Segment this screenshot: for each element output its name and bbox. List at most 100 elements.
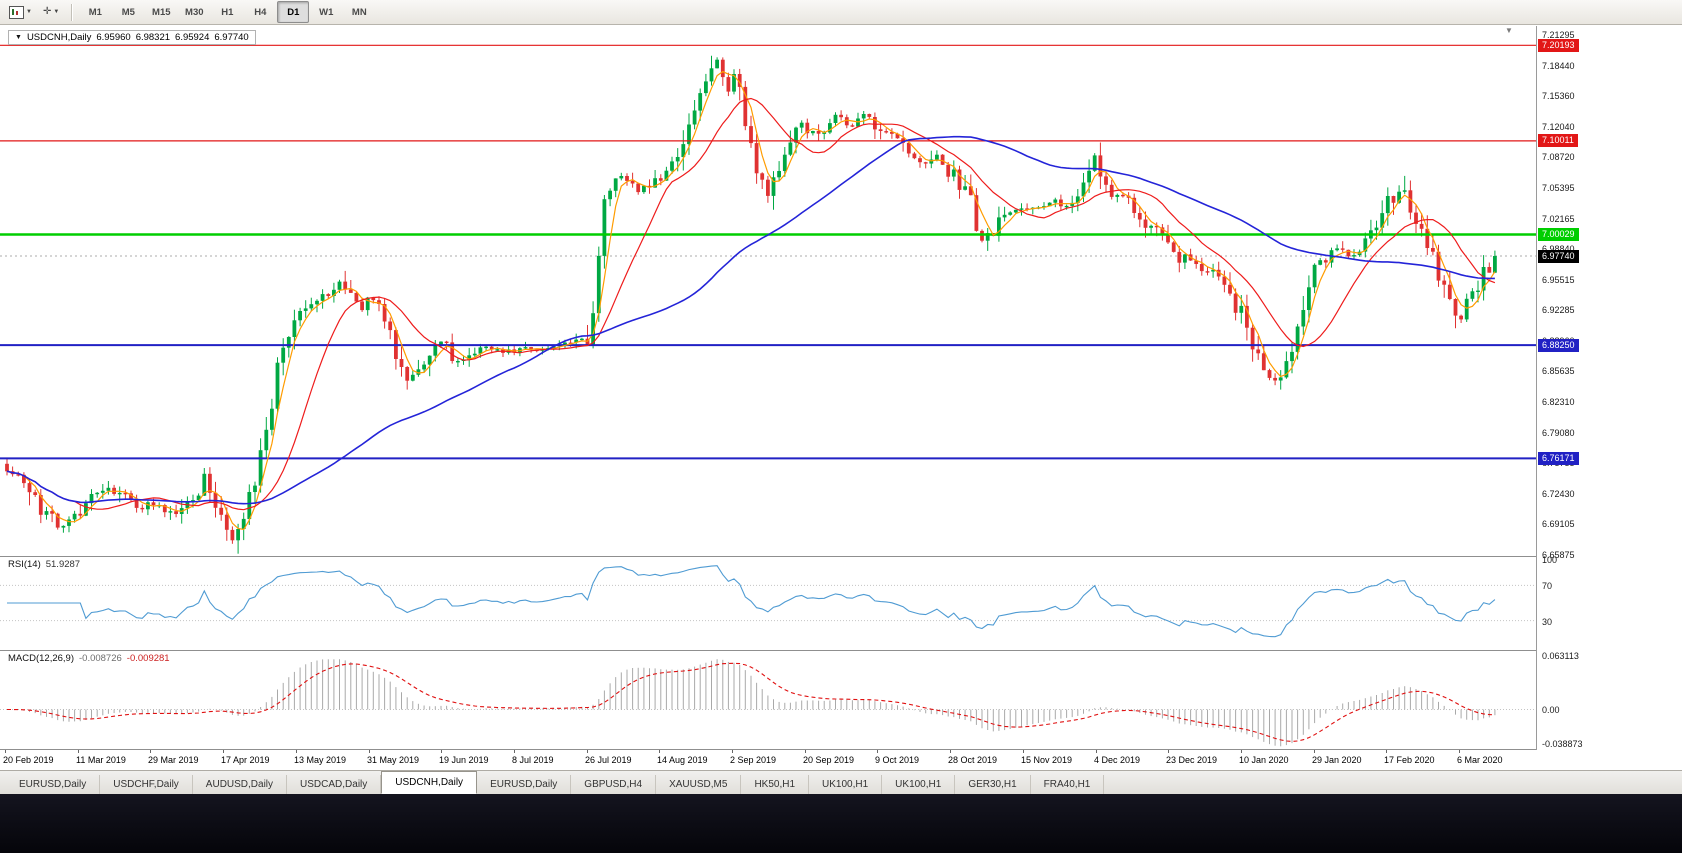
date-tick [78,750,79,753]
price-axis-label: 6.65875 [1542,550,1575,560]
timeframe-button-m30[interactable]: M30 [185,6,204,18]
chart-tab-eurusd-5[interactable]: EURUSD,Daily [477,775,572,794]
panel-resize-separator[interactable] [0,749,1682,750]
date-axis-label: 11 Mar 2019 [76,755,126,765]
date-axis-label: 6 Mar 2020 [1457,755,1503,765]
date-tick [1386,750,1387,753]
timeframe-button-h4[interactable]: H4 [254,6,267,18]
timeframe-button-mn[interactable]: MN [351,6,367,18]
level-price-box: 7.20193 [1538,39,1579,52]
date-tick [1459,750,1460,753]
date-tick [659,750,660,753]
date-axis-label: 15 Nov 2019 [1021,755,1073,765]
price-axis-label: 6.92285 [1542,305,1575,316]
price-axis-label: 6.79080 [1542,427,1575,438]
timeframe-buttons: M1 M5 M15 M30 H1 H4 D1 W1 MN [79,1,375,23]
chart-tab-audusd-2[interactable]: AUDUSD,Daily [193,775,288,794]
top-toolbar: ▼ ✛ ▼ M1 M5 M15 M30 H1 H4 D1 W1 MN [0,0,1682,25]
chevron-down-icon: ▼ [53,9,60,15]
price-axis-label: 7.18440 [1542,60,1575,71]
date-tick [1023,750,1024,753]
date-tick [1241,750,1242,753]
chart-tab-gbpusd-6[interactable]: GBPUSD,H4 [571,775,657,794]
price-axis-label: 6.72430 [1542,488,1575,499]
chart-tab-usdchf-1[interactable]: USDCHF,Daily [100,775,193,794]
chart-tab-xauusd-7[interactable]: XAUUSD,M5 [656,775,742,794]
date-axis-label: 19 Jun 2019 [439,755,489,765]
date-axis-label: 13 May 2019 [294,755,347,765]
chart-tab-usdcnh-4[interactable]: USDCNH,Daily [381,771,478,794]
timeframe-button-w1[interactable]: W1 [319,6,334,18]
chart-tab-fra40-12[interactable]: FRA40,H1 [1031,775,1105,794]
chart-shift-marker[interactable]: ▼ [1505,26,1513,35]
rsi-panel[interactable] [0,557,1536,650]
timeframe-button-h1[interactable]: H1 [221,6,234,18]
chart-info-box: ▼ USDCNH,Daily 6.95960 6.98321 6.95924 6… [8,30,256,45]
candlestick-plot[interactable] [0,26,1536,556]
date-axis-label: 2 Sep 2019 [730,755,777,765]
chart-tab-ger30-11[interactable]: GER30,H1 [955,775,1031,794]
price-axis-label: 6.98840 [1542,244,1575,254]
date-tick [587,750,588,753]
date-tick [950,750,951,753]
chart-tab-uk100-10[interactable]: UK100,H1 [882,775,956,794]
collapse-triangle-icon: ▼ [15,34,22,41]
level-price-box: 7.00029 [1538,228,1579,241]
date-axis-label: 10 Jan 2020 [1239,755,1289,765]
rsi-plot[interactable] [0,557,1536,650]
timeframe-button-d1[interactable]: D1 [277,1,310,23]
timeframe-button-m15[interactable]: M15 [152,6,171,18]
date-tick [223,750,224,753]
level-price-box: 7.10011 [1538,134,1578,147]
level-price-box: 6.76171 [1538,452,1579,465]
date-axis-label: 4 Dec 2019 [1094,755,1141,765]
main-chart-panel[interactable]: ▼ USDCNH,Daily 6.95960 6.98321 6.95924 6… [0,26,1536,556]
macd-axis-label: 0.063113 [1542,651,1579,661]
date-tick [877,750,878,753]
date-tick [5,750,6,753]
chart-tab-uk100-9[interactable]: UK100,H1 [809,775,883,794]
toolbar-separator [71,3,73,21]
chart-tab-hk50-8[interactable]: HK50,H1 [741,775,810,794]
panel-resize-separator[interactable] [0,556,1682,557]
date-tick [1314,750,1315,753]
date-axis-label: 8 Jul 2019 [512,755,554,765]
date-tick [732,750,733,753]
macd-plot[interactable] [0,651,1536,749]
price-axis-label: 7.12040 [1542,121,1575,132]
panel-resize-separator[interactable] [0,650,1682,651]
chart-icon [9,5,24,19]
date-axis-label: 14 Aug 2019 [657,755,708,765]
macd-label: MACD(12,26,9) -0.008726 -0.009281 [8,653,170,664]
date-axis-label: 9 Oct 2019 [875,755,920,765]
rsi-value: 51.9287 [45,559,81,570]
ohlc-low: 6.95924 [175,32,210,43]
macd-signal-value: -0.009281 [126,653,170,664]
date-axis[interactable]: 20 Feb 2019 11 Mar 2019 29 Mar 2019 17 Apr … [0,750,1536,770]
date-axis-label: 29 Mar 2019 [148,755,199,765]
chart-tab-eurusd-0[interactable]: EURUSD,Daily [6,775,101,794]
price-axis[interactable]: 7.21295 7.18440 7.15360 7.12040 7.08720 7.053… [1536,26,1682,750]
level-price-box: 6.88250 [1538,339,1579,352]
macd-axis-label: -0.038873 [1542,739,1583,749]
macd-panel[interactable] [0,651,1536,749]
rsi-axis-label: 30 [1542,616,1553,627]
chart-type-button[interactable]: ▼ [4,1,37,23]
timeframe-button-m1[interactable]: M1 [88,6,102,18]
macd-main-value: -0.008726 [79,653,122,664]
date-axis-label: 28 Oct 2019 [948,755,998,765]
date-tick [1096,750,1097,753]
price-axis-label: 6.82310 [1542,397,1575,408]
date-axis-label: 26 Jul 2019 [585,755,632,765]
date-tick [150,750,151,753]
date-tick [514,750,515,753]
timeframe-button-m5[interactable]: M5 [121,6,135,18]
chart-tab-usdcad-3[interactable]: USDCAD,Daily [287,775,382,794]
date-tick [441,750,442,753]
price-axis-label: 7.15360 [1542,91,1575,102]
price-axis-label: 7.05395 [1542,182,1575,193]
crosshair-button[interactable]: ✛ ▼ [38,1,64,23]
macd-axis-label: 0.00 [1542,705,1560,716]
date-tick [1168,750,1169,753]
